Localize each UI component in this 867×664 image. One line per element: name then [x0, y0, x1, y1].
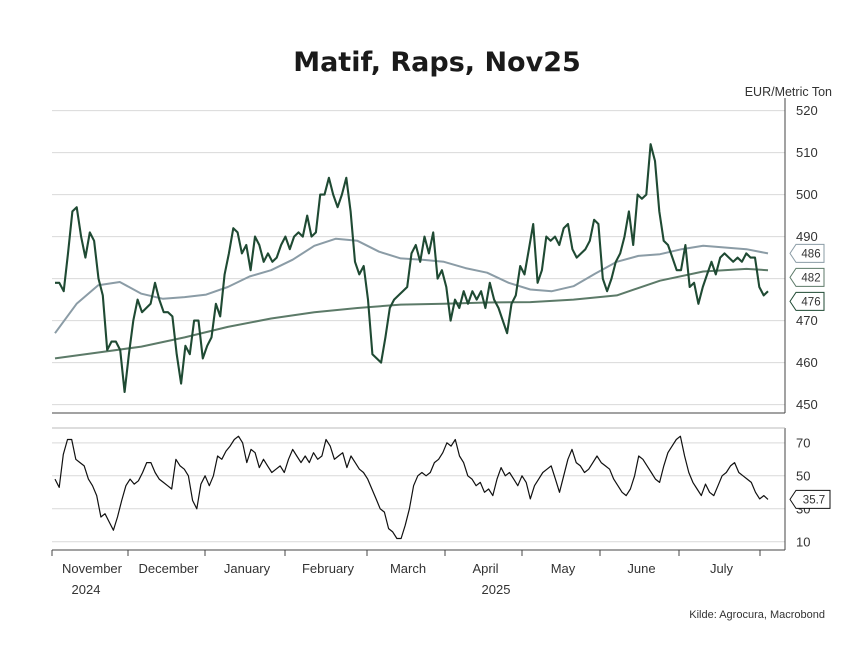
- price-panel: 450460470480490500510520486482476: [52, 98, 825, 413]
- price-last-value-label: 482: [801, 272, 820, 284]
- indicator-panel: 1030507035.7: [52, 428, 831, 550]
- indicator-y-tick-label: 70: [796, 435, 810, 450]
- price-last-value-badge: [789, 243, 825, 263]
- price-y-tick-label: 470: [796, 313, 818, 328]
- x-month-label: July: [710, 561, 734, 576]
- x-month-label: January: [224, 561, 271, 576]
- x-month-label: March: [390, 561, 426, 576]
- indicator-last-value-badge: [789, 489, 831, 509]
- price-y-tick-label: 450: [796, 397, 818, 412]
- price-series-long-moving-average: [54, 267, 769, 360]
- price-last-value-badge: [789, 267, 825, 287]
- source-note: Kilde: Agrocura, Macrobond: [689, 609, 825, 621]
- price-y-tick-label: 490: [796, 229, 818, 244]
- x-month-label: April: [472, 561, 498, 576]
- x-year-label: 2025: [482, 582, 511, 597]
- x-month-label: May: [551, 561, 576, 576]
- x-month-label: June: [627, 561, 655, 576]
- chart-title: Matif, Raps, Nov25: [293, 47, 581, 78]
- x-month-label: December: [139, 561, 200, 576]
- price-y-tick-label: 520: [796, 103, 818, 118]
- price-series-price: [55, 143, 769, 394]
- price-last-value-label: 476: [801, 296, 820, 308]
- price-y-tick-label: 460: [796, 355, 818, 370]
- price-last-value-badge: [789, 291, 825, 311]
- unit-label: EUR/Metric Ton: [745, 85, 832, 99]
- indicator-y-tick-label: 50: [796, 468, 810, 483]
- price-last-value-label: 486: [801, 248, 820, 260]
- x-month-label: November: [62, 561, 123, 576]
- indicator-last-value-label: 35.7: [803, 494, 825, 506]
- x-axis: November December January February March Apri…: [51, 412, 785, 597]
- price-y-tick-label: 500: [796, 187, 818, 202]
- indicator-y-tick-label: 10: [796, 534, 810, 549]
- x-month-label: February: [302, 561, 355, 576]
- indicator-series-indicator: [54, 435, 769, 540]
- x-year-label: 2024: [72, 582, 101, 597]
- price-y-tick-label: 510: [796, 145, 818, 160]
